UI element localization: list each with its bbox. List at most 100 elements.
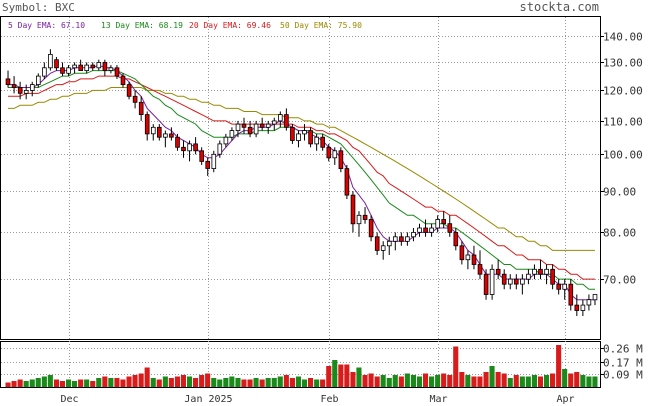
candle-body xyxy=(483,273,489,295)
candle-body xyxy=(11,84,17,88)
volume-bar xyxy=(126,376,132,387)
legend-ema5: 5 Day EMA: 67.10 xyxy=(8,21,85,30)
candle xyxy=(60,62,65,77)
candle xyxy=(556,279,561,295)
volume-bar xyxy=(162,376,168,387)
candle-body xyxy=(60,67,65,74)
volume-bar xyxy=(90,381,96,387)
ema50-line xyxy=(8,87,595,251)
volume-bar xyxy=(544,375,550,387)
candle-body xyxy=(205,160,211,169)
brand-label: stockta.com xyxy=(520,0,599,14)
date-tick-label: Jan 2025 xyxy=(184,394,232,405)
volume-bar xyxy=(410,375,416,387)
candle xyxy=(368,215,374,242)
candle-body xyxy=(411,231,416,238)
candle-body xyxy=(72,64,77,69)
candle xyxy=(102,59,108,77)
candle-body xyxy=(550,268,555,285)
candle xyxy=(54,57,59,71)
volume-bar xyxy=(332,360,338,387)
volume-bar xyxy=(513,375,519,387)
candle-body xyxy=(271,120,277,125)
candle-body xyxy=(405,236,410,242)
candle-body xyxy=(556,283,561,290)
candle-body xyxy=(459,245,465,261)
volume-bar xyxy=(586,376,592,387)
volume-bar xyxy=(314,379,320,387)
candle xyxy=(181,140,186,158)
volume-bar xyxy=(59,381,65,387)
candle-body xyxy=(344,168,350,196)
volume-bar xyxy=(574,372,580,387)
candle-body xyxy=(544,268,549,275)
candle-body xyxy=(144,114,150,135)
volume-bar xyxy=(423,373,429,387)
candle xyxy=(338,147,344,173)
candle xyxy=(592,294,598,306)
candle-body xyxy=(265,123,271,128)
candle-body xyxy=(235,123,241,131)
volume-bar xyxy=(429,376,435,387)
date-tick-label: Mar xyxy=(429,394,447,405)
candle-body xyxy=(54,59,59,69)
volume-bar xyxy=(386,378,392,387)
volume-bar xyxy=(17,379,23,387)
candle-body xyxy=(477,264,483,275)
candle-body xyxy=(211,153,217,170)
price-tick-label: 90.00 xyxy=(603,186,636,199)
candle-body xyxy=(132,95,138,103)
volume-bar xyxy=(156,379,162,387)
candle-body xyxy=(532,268,537,275)
candle xyxy=(96,59,102,71)
candle-body xyxy=(580,304,586,311)
candle xyxy=(259,117,265,131)
candle-body xyxy=(217,143,223,155)
candle xyxy=(265,120,271,134)
candle xyxy=(465,250,471,270)
candle xyxy=(538,259,543,280)
symbol-label: Symbol: BXC xyxy=(2,1,75,14)
candle-body xyxy=(181,146,186,152)
candle-body xyxy=(562,283,567,290)
candle-body xyxy=(23,90,29,94)
candle xyxy=(320,133,325,151)
candle-body xyxy=(338,150,344,170)
candle-body xyxy=(156,126,162,138)
candle xyxy=(507,274,513,290)
volume-bar xyxy=(289,378,295,387)
candle xyxy=(489,264,495,300)
volume-bar xyxy=(78,379,84,387)
volume-bar xyxy=(96,378,102,387)
volume-bar xyxy=(556,345,562,387)
volume-bar xyxy=(453,346,459,387)
candle xyxy=(417,223,422,237)
candle xyxy=(308,127,313,148)
volume-bar xyxy=(199,375,205,387)
candle xyxy=(544,264,549,285)
volume-bar xyxy=(326,366,332,387)
candle xyxy=(350,191,356,233)
candle-body xyxy=(453,231,459,247)
candle-body xyxy=(42,67,47,77)
candle xyxy=(532,264,537,280)
candle xyxy=(144,111,150,141)
candle xyxy=(271,117,277,131)
candle xyxy=(429,223,434,237)
candle-body xyxy=(386,240,392,247)
candle xyxy=(441,211,446,229)
volume-bar xyxy=(580,375,586,387)
volume-bar xyxy=(277,376,283,387)
candle-body xyxy=(17,87,23,94)
volume-bar xyxy=(187,376,193,387)
volume-bar xyxy=(229,376,235,387)
volume-bar xyxy=(592,376,598,387)
axis-labels: 140.00 130.00 120.00 110.00 100.00 90.00 80.00… xyxy=(60,31,643,406)
candle-body xyxy=(290,126,295,141)
candle-body xyxy=(169,133,174,138)
candle xyxy=(453,228,459,251)
candle xyxy=(156,124,162,141)
candle-body xyxy=(495,268,501,275)
volume-bar xyxy=(550,373,556,387)
candle-body xyxy=(120,75,126,85)
